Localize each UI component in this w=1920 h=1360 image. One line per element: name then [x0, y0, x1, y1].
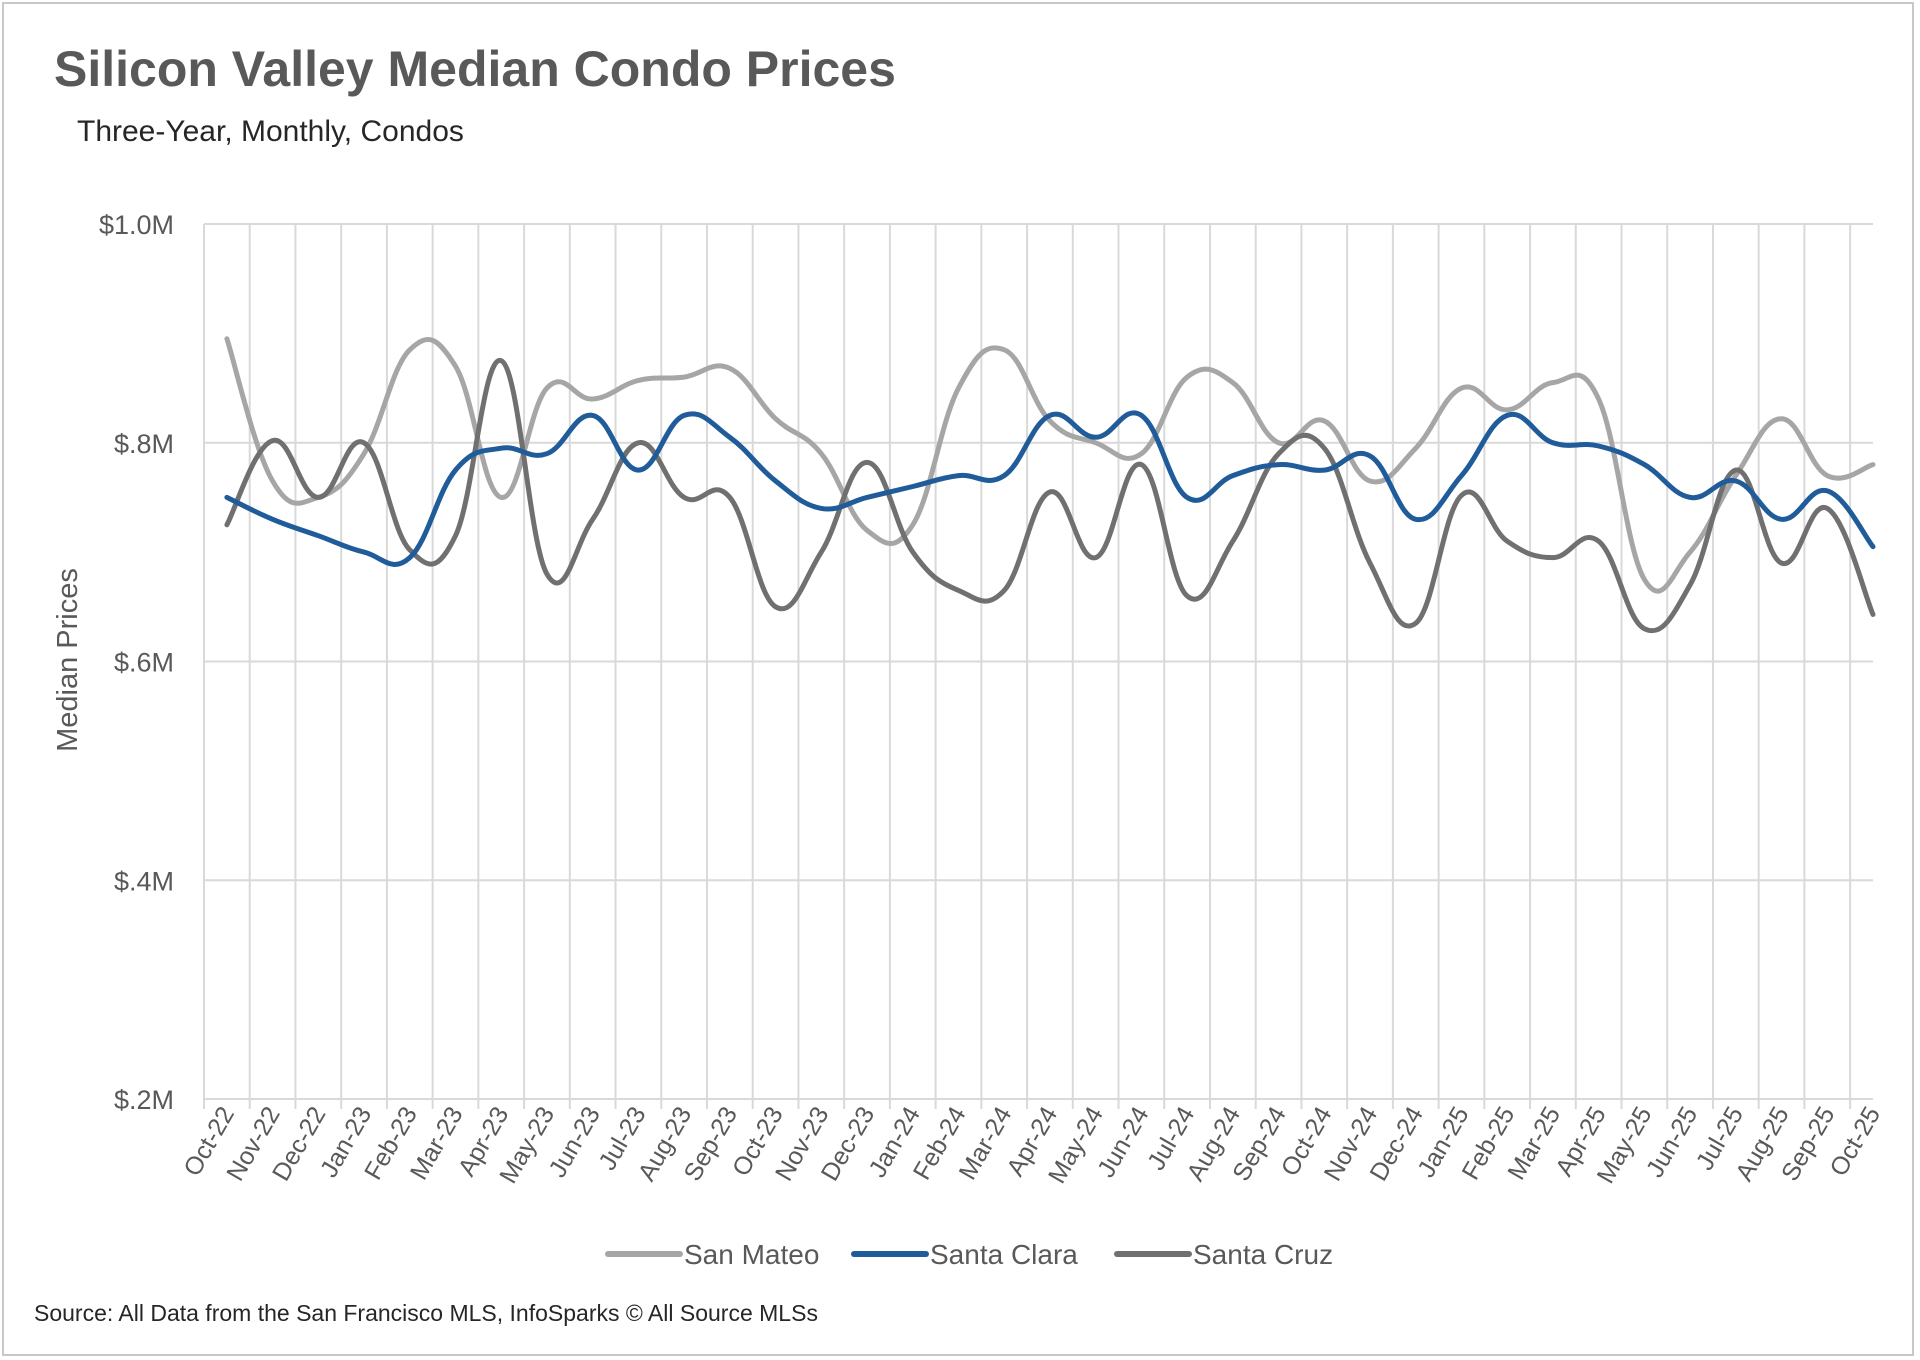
legend-label-santa-clara: Santa Clara [930, 1239, 1078, 1270]
y-tick-label: $.2M [114, 1085, 174, 1115]
gridlines [203, 223, 1873, 1109]
legend-label-santa-cruz: Santa Cruz [1193, 1239, 1333, 1270]
chart-title: Silicon Valley Median Condo Prices [54, 41, 896, 97]
y-axis-ticks: $1.0M $.8M $.6M $.4M $.2M [99, 210, 174, 1115]
y-tick-label: $.4M [114, 866, 174, 896]
series-lines [224, 336, 1876, 634]
source-note: Source: All Data from the San Francisco … [34, 1300, 818, 1326]
legend-label-san-mateo: San Mateo [684, 1239, 819, 1270]
y-axis-label: Median Prices [52, 568, 84, 752]
series-line-santa-clara [224, 410, 1876, 567]
x-axis-ticks: Oct-22Nov-22Dec-22Jan-23Feb-23Mar-23Apr-… [178, 1102, 1886, 1188]
y-tick-label: $.6M [114, 648, 174, 678]
y-tick-label: $.8M [114, 429, 174, 459]
legend: San Mateo Santa Clara Santa Cruz [605, 1239, 1333, 1270]
y-tick-label: $1.0M [99, 210, 174, 240]
chart-subtitle: Three-Year, Monthly, Condos [77, 115, 464, 148]
series-line-santa-cruz [224, 358, 1876, 634]
series-line-san-mateo [224, 336, 1876, 594]
